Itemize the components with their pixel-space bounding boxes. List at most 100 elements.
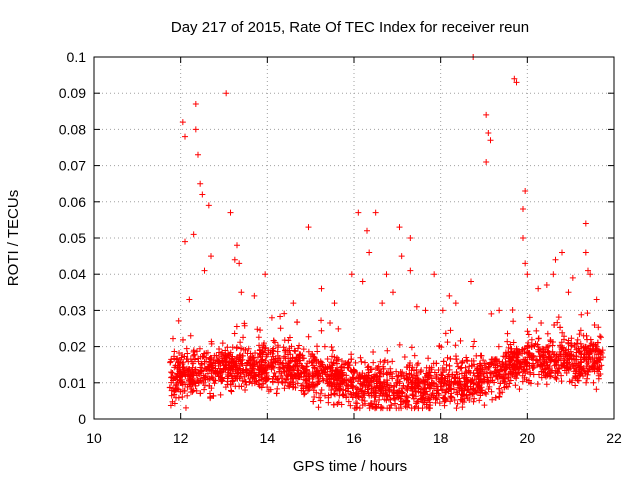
data-point [395, 372, 402, 379]
data-point [431, 271, 438, 278]
data-point [383, 391, 390, 398]
data-point [535, 335, 542, 342]
data-point [430, 385, 437, 392]
data-point [206, 375, 213, 382]
data-point [357, 354, 364, 361]
data-point [311, 365, 318, 372]
data-point [354, 404, 361, 411]
data-point [317, 397, 324, 404]
data-point [442, 330, 449, 337]
data-point [582, 343, 589, 350]
data-point [282, 348, 289, 355]
data-point [183, 345, 190, 352]
data-point [488, 388, 495, 395]
data-point [568, 335, 575, 342]
data-point [380, 371, 387, 378]
data-point [342, 360, 349, 367]
data-point [599, 354, 606, 361]
data-point [578, 359, 585, 366]
data-point [474, 365, 481, 372]
data-point [201, 350, 208, 357]
data-point [440, 358, 447, 365]
data-point [584, 375, 591, 382]
data-point [348, 382, 355, 389]
data-point [544, 371, 551, 378]
data-point [168, 374, 175, 381]
data-point [195, 151, 201, 158]
data-point [458, 387, 465, 394]
data-point [543, 381, 550, 388]
data-point [482, 364, 489, 371]
data-point [457, 337, 464, 344]
data-point [262, 357, 269, 364]
data-point [371, 393, 378, 400]
y-tick-label: 0.09 [59, 85, 86, 101]
data-point [242, 387, 249, 394]
data-point [581, 351, 588, 358]
data-point [582, 220, 589, 227]
data-point [501, 378, 508, 385]
data-point [343, 377, 350, 384]
data-point [184, 384, 191, 391]
data-point [552, 256, 559, 263]
data-point [451, 397, 458, 404]
data-point [262, 367, 269, 374]
data-point [256, 350, 263, 357]
data-point [372, 371, 379, 378]
data-point [201, 358, 208, 365]
data-point [300, 365, 307, 372]
data-point [411, 352, 418, 359]
data-point [480, 357, 487, 364]
data-point [410, 395, 417, 402]
data-point [275, 355, 282, 362]
data-point [338, 369, 345, 376]
data-point [414, 384, 421, 391]
data-point [204, 363, 211, 370]
data-point [555, 314, 562, 321]
data-point [273, 390, 280, 397]
data-point [482, 389, 489, 396]
data-point [179, 336, 186, 343]
data-point [524, 360, 531, 367]
data-point [552, 374, 559, 381]
data-point [265, 347, 272, 354]
data-point [234, 375, 241, 382]
data-point [251, 292, 258, 299]
data-point [390, 289, 396, 296]
data-point [261, 345, 268, 352]
data-point [496, 307, 503, 314]
data-point [576, 348, 583, 355]
data-point [505, 349, 512, 356]
data-point [364, 227, 370, 234]
data-point [444, 339, 451, 346]
data-point [179, 360, 186, 367]
data-point [169, 335, 176, 342]
data-point [334, 354, 341, 361]
data-point [194, 376, 201, 383]
data-point [534, 380, 541, 387]
data-point [250, 354, 257, 361]
data-point [262, 271, 269, 278]
data-point [345, 398, 352, 405]
data-point [258, 357, 265, 364]
data-point [377, 380, 384, 387]
data-point [454, 384, 461, 391]
data-point [447, 386, 454, 393]
data-point [519, 378, 526, 385]
data-point [266, 363, 273, 370]
data-point [508, 356, 515, 363]
data-point [292, 384, 299, 391]
data-point [224, 344, 231, 351]
data-point [345, 388, 352, 395]
data-point [458, 364, 465, 371]
data-point [465, 387, 472, 394]
data-point [463, 380, 470, 387]
data-point [524, 328, 531, 335]
data-point [446, 292, 453, 299]
data-point [286, 359, 293, 366]
data-point [476, 397, 483, 404]
data-point [366, 381, 373, 388]
data-point [410, 367, 417, 374]
data-point [236, 363, 243, 370]
data-point [458, 360, 465, 367]
